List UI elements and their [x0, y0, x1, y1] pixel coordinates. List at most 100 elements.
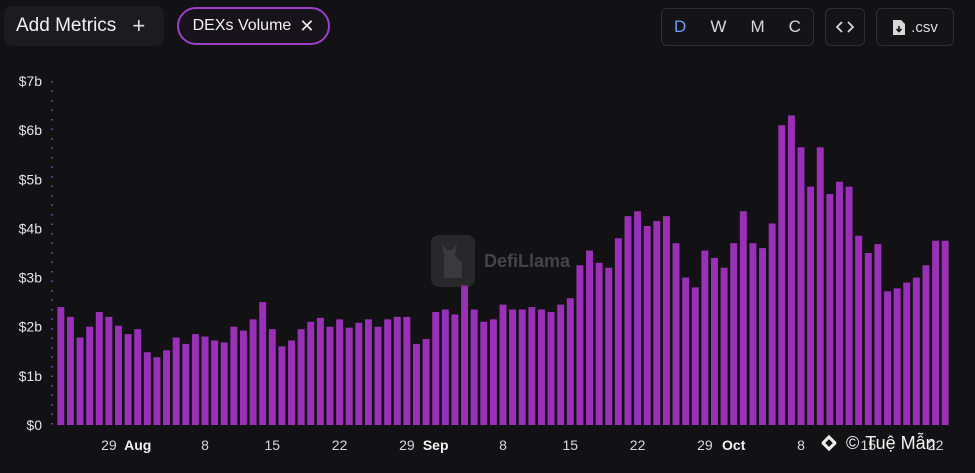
- volume-bar[interactable]: [393, 316, 401, 425]
- volume-bar[interactable]: [182, 343, 190, 425]
- volume-bar[interactable]: [586, 250, 593, 425]
- volume-bar[interactable]: [249, 319, 257, 425]
- volume-bar[interactable]: [461, 284, 469, 425]
- volume-bar[interactable]: [614, 238, 622, 425]
- volume-bar[interactable]: [230, 326, 238, 425]
- volume-bar[interactable]: [489, 319, 497, 425]
- volume-bar[interactable]: [557, 304, 565, 425]
- volume-bar[interactable]: [797, 147, 805, 425]
- volume-bar[interactable]: [893, 288, 901, 425]
- volume-bar[interactable]: [720, 267, 728, 425]
- volume-bar[interactable]: [441, 309, 449, 425]
- volume-bar[interactable]: [307, 321, 315, 425]
- period-c[interactable]: C: [788, 17, 801, 36]
- volume-bar[interactable]: [66, 316, 74, 425]
- volume-bar[interactable]: [903, 282, 911, 425]
- volume-bar[interactable]: [653, 221, 661, 425]
- volume-bar[interactable]: [153, 357, 161, 425]
- volume-bar[interactable]: [759, 248, 767, 425]
- volume-bar[interactable]: [470, 309, 478, 425]
- volume-bar[interactable]: [634, 211, 642, 425]
- volume-bar[interactable]: [778, 125, 786, 425]
- volume-bar[interactable]: [672, 243, 680, 425]
- volume-bar[interactable]: [345, 327, 353, 425]
- volume-bar[interactable]: [115, 325, 122, 425]
- volume-bar[interactable]: [739, 211, 747, 425]
- volume-bar[interactable]: [451, 314, 459, 425]
- volume-bar[interactable]: [624, 216, 632, 425]
- volume-bar[interactable]: [480, 321, 488, 425]
- volume-bar[interactable]: [884, 291, 891, 425]
- volume-bar[interactable]: [374, 326, 382, 425]
- volume-bar[interactable]: [499, 304, 507, 425]
- volume-bar[interactable]: [912, 277, 920, 425]
- volume-bar[interactable]: [336, 319, 344, 425]
- volume-bar[interactable]: [855, 235, 863, 425]
- volume-bar[interactable]: [874, 244, 882, 425]
- period-d[interactable]: D: [674, 17, 687, 36]
- volume-bar[interactable]: [826, 194, 834, 425]
- embed-button[interactable]: [825, 8, 865, 46]
- volume-bar[interactable]: [413, 343, 420, 425]
- volume-bar[interactable]: [134, 329, 142, 425]
- volume-bar[interactable]: [595, 262, 603, 425]
- volume-bar[interactable]: [355, 322, 363, 425]
- volume-bar[interactable]: [749, 243, 757, 425]
- volume-bar[interactable]: [768, 223, 776, 425]
- volume-bar[interactable]: [941, 240, 949, 425]
- period-w[interactable]: W: [710, 17, 727, 36]
- volume-bar[interactable]: [86, 326, 94, 425]
- volume-bar[interactable]: [528, 307, 536, 425]
- volume-bar[interactable]: [278, 346, 286, 425]
- volume-bar[interactable]: [537, 309, 545, 425]
- volume-bar[interactable]: [787, 115, 795, 426]
- volume-bar[interactable]: [384, 319, 392, 425]
- volume-bar[interactable]: [76, 337, 84, 425]
- add-metrics-button[interactable]: Add Metrics +: [4, 6, 164, 46]
- volume-bar[interactable]: [143, 352, 151, 425]
- volume-bar[interactable]: [643, 225, 651, 425]
- volume-bar[interactable]: [605, 267, 613, 425]
- volume-bar[interactable]: [364, 319, 372, 425]
- volume-bar[interactable]: [662, 216, 670, 425]
- volume-bar[interactable]: [288, 340, 295, 425]
- csv-download-button[interactable]: .csv: [876, 8, 954, 46]
- volume-bar[interactable]: [259, 302, 267, 425]
- volume-bar[interactable]: [220, 342, 228, 425]
- volume-bar[interactable]: [316, 317, 324, 425]
- volume-bar[interactable]: [922, 265, 930, 425]
- volume-bar[interactable]: [691, 287, 699, 425]
- volume-bar[interactable]: [163, 350, 171, 425]
- volume-bar[interactable]: [566, 298, 574, 425]
- volume-bar[interactable]: [124, 334, 132, 425]
- volume-bar[interactable]: [105, 316, 113, 425]
- volume-bar[interactable]: [239, 330, 247, 425]
- volume-bar[interactable]: [807, 186, 815, 425]
- volume-bar[interactable]: [845, 186, 853, 425]
- volume-bar[interactable]: [518, 309, 526, 425]
- volume-bar[interactable]: [509, 309, 517, 425]
- volume-bar[interactable]: [57, 307, 65, 425]
- volume-bar[interactable]: [835, 181, 843, 425]
- volume-bar[interactable]: [403, 316, 411, 425]
- volume-bar[interactable]: [201, 336, 209, 425]
- volume-bar[interactable]: [95, 311, 103, 425]
- volume-bar[interactable]: [172, 337, 180, 425]
- volume-bar[interactable]: [932, 240, 940, 425]
- volume-bar[interactable]: [730, 243, 738, 425]
- volume-bar[interactable]: [268, 329, 276, 425]
- volume-bar[interactable]: [297, 329, 305, 425]
- volume-bar[interactable]: [547, 311, 555, 425]
- volume-bar[interactable]: [326, 326, 334, 425]
- volume-bar[interactable]: [701, 250, 709, 425]
- volume-bar[interactable]: [191, 334, 199, 425]
- volume-bar[interactable]: [711, 257, 718, 425]
- volume-bar[interactable]: [422, 339, 430, 425]
- volume-bar[interactable]: [864, 253, 872, 425]
- volume-bar[interactable]: [432, 311, 440, 425]
- volume-bar[interactable]: [576, 265, 584, 425]
- volume-bar[interactable]: [816, 147, 824, 425]
- volume-bar[interactable]: [682, 277, 690, 425]
- close-icon[interactable]: ✕: [299, 15, 315, 36]
- volume-bar[interactable]: [211, 340, 219, 425]
